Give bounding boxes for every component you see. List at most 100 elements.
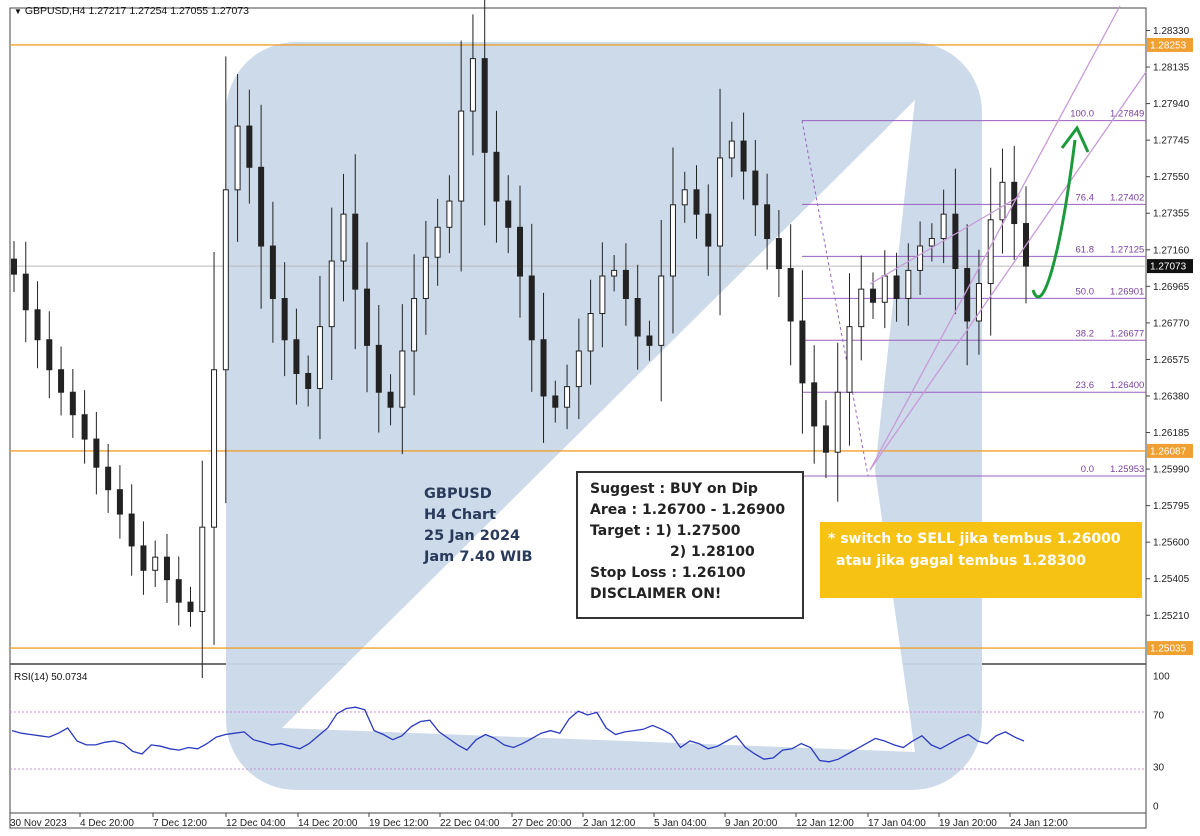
candle-body — [93, 438, 100, 468]
candle-body — [705, 213, 712, 247]
candle-body — [658, 275, 665, 346]
candle-body — [328, 260, 335, 328]
candle-body — [481, 58, 488, 153]
candle-body — [22, 273, 29, 311]
candle-body — [717, 157, 724, 247]
candle-body — [175, 579, 182, 603]
price-level-tag — [1147, 443, 1193, 458]
candle-body — [634, 298, 641, 337]
up-arrow-icon — [1031, 125, 1090, 299]
candle-body — [881, 275, 888, 303]
x-tick-label: 7 Dec 12:00 — [153, 818, 207, 829]
fib-level-label: 0.0 — [1081, 464, 1094, 475]
candle-body — [575, 350, 582, 388]
candle-body — [211, 369, 218, 528]
y-tick-label: 1.25600 — [1153, 538, 1190, 549]
y-tick-label: 1.27550 — [1153, 172, 1190, 183]
rsi-line — [11, 706, 1025, 763]
candle-body — [375, 344, 382, 393]
candle-body — [69, 391, 76, 416]
candle-body — [434, 226, 441, 258]
candle-body — [775, 238, 782, 270]
candle-body — [46, 339, 53, 371]
candle-body — [187, 601, 194, 613]
candle-body — [199, 526, 206, 613]
candle-body — [11, 258, 17, 275]
fibonacci-retracement: 100.0 1.27849 76.4 1.27402 61.8 1.27125 50.0 1.… — [801, 109, 1146, 477]
candle-body — [681, 189, 688, 206]
fib-price-label: 1.26400 — [1110, 380, 1144, 391]
candle-body — [340, 213, 347, 262]
candle-body — [81, 414, 88, 440]
candle-body — [528, 275, 535, 341]
candle-body — [269, 245, 276, 300]
candle-body — [693, 189, 700, 215]
fib-price-label: 1.27849 — [1110, 109, 1144, 120]
x-tick-label: 14 Dec 20:00 — [298, 818, 358, 829]
candle-body — [811, 382, 818, 427]
price-level-label: 1.26087 — [1150, 446, 1187, 457]
fib-price-label: 1.27125 — [1110, 244, 1144, 255]
x-tick-label: 9 Jan 20:00 — [725, 818, 778, 829]
x-tick-label: 12 Jan 12:00 — [796, 818, 854, 829]
candle-body — [399, 350, 406, 408]
fib-price-label: 1.25953 — [1110, 464, 1144, 475]
candle-body — [258, 166, 265, 247]
x-tick-label: 4 Dec 20:00 — [80, 818, 134, 829]
candle-body — [799, 320, 806, 384]
candle-body — [999, 181, 1006, 221]
rsi-tick-label: 30 — [1153, 763, 1165, 774]
candle-body — [316, 326, 323, 389]
candle-body — [740, 140, 747, 172]
candle-body — [446, 200, 453, 228]
candle-body — [387, 391, 394, 408]
candle-body — [728, 140, 735, 159]
x-tick-label: 12 Dec 04:00 — [226, 818, 286, 829]
candle-body — [622, 269, 629, 300]
candle-body — [917, 245, 924, 271]
candle-body — [858, 288, 865, 328]
candle-body — [422, 256, 429, 300]
candle-body — [281, 298, 288, 341]
y-tick-label: 1.25990 — [1153, 465, 1190, 476]
candle-body — [364, 288, 371, 346]
candles — [11, 0, 1029, 679]
y-tick-label: 1.26770 — [1153, 318, 1190, 329]
current-price-tag — [1147, 259, 1193, 274]
fib-level-label: 50.0 — [1076, 286, 1095, 297]
y-tick-label: 1.26965 — [1153, 282, 1190, 293]
candle-body — [293, 339, 300, 374]
candle-body — [975, 283, 982, 322]
candle-body — [163, 556, 170, 581]
price-level-tag — [1147, 641, 1193, 656]
candle-body — [517, 226, 523, 277]
candle-body — [893, 275, 900, 300]
y-tick-label: 1.28330 — [1153, 26, 1190, 37]
y-tick-label: 1.26575 — [1153, 355, 1190, 366]
candle-body — [987, 219, 994, 285]
candle-body — [928, 238, 935, 247]
candle-body — [352, 213, 359, 290]
candle-body — [905, 269, 912, 300]
candle-body — [822, 425, 829, 453]
fib-price-label: 1.26677 — [1110, 328, 1144, 339]
candle-body — [646, 335, 653, 346]
candle-body — [152, 556, 159, 571]
candle-body — [458, 110, 465, 202]
x-tick-label: 24 Jan 12:00 — [1010, 818, 1068, 829]
x-tick-label: 30 Nov 2023 — [10, 818, 67, 829]
rsi-tick-label: 100 — [1153, 672, 1170, 683]
candle-body — [411, 298, 418, 352]
candle-body — [846, 326, 853, 393]
candle-body — [940, 213, 947, 240]
candle-body — [493, 151, 500, 202]
y-tick-label: 1.27160 — [1153, 245, 1190, 256]
rsi-axis: 100 70 30 0 — [1153, 672, 1170, 813]
candle-body — [234, 125, 241, 191]
fib-level-label: 76.4 — [1076, 192, 1095, 203]
x-tick-label: 2 Jan 12:00 — [583, 818, 636, 829]
candle-body — [564, 386, 571, 408]
price-level-label: 1.25035 — [1150, 644, 1187, 655]
candle-body — [58, 369, 65, 393]
